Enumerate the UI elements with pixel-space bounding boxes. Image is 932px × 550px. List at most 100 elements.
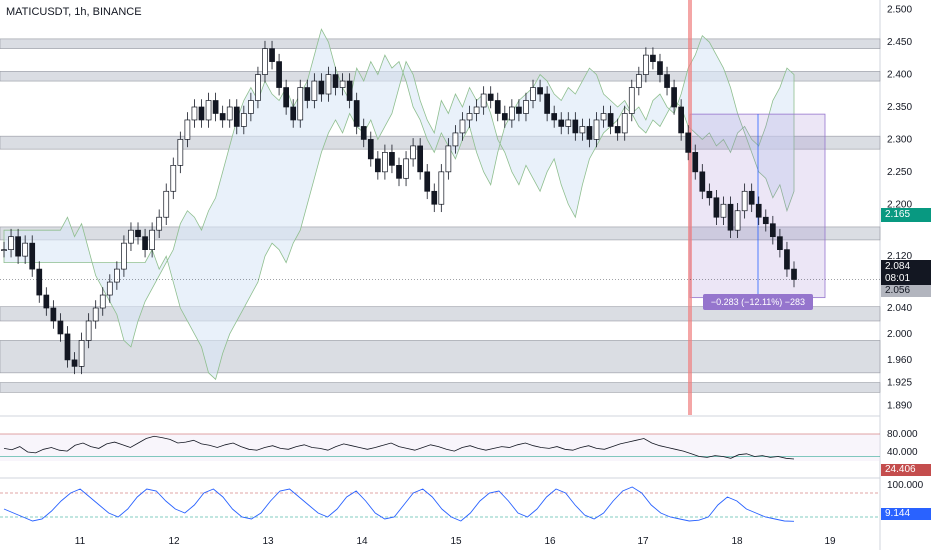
time-tick-label: 15 <box>450 536 462 547</box>
last-price-tag: 2.084 08:01 <box>881 260 931 285</box>
candle-body <box>480 93 487 108</box>
candle-body <box>240 113 247 127</box>
candle-body <box>516 106 522 114</box>
candle-body <box>678 106 684 134</box>
candle-body <box>791 268 797 280</box>
candle-body <box>558 119 565 127</box>
candle-body <box>332 74 339 88</box>
symbol-name: MATICUSDT <box>6 6 69 18</box>
candle-body <box>565 119 572 127</box>
candle-body <box>1 249 7 251</box>
candle-body <box>685 132 692 153</box>
candle-body <box>692 152 699 173</box>
candle-body <box>635 74 642 88</box>
price-tick-label: 2.450 <box>887 37 912 48</box>
candle-body <box>64 333 71 361</box>
candle-body <box>445 145 452 173</box>
candle-body <box>544 93 550 114</box>
time-tick-label: 17 <box>637 536 649 547</box>
time-tick-label: 14 <box>356 536 368 547</box>
candle-body <box>99 294 106 309</box>
candle-body <box>114 268 120 283</box>
candle-body <box>156 216 163 231</box>
symbol-exchange: BINANCE <box>92 6 142 18</box>
candle-body <box>198 106 205 121</box>
candle-body <box>360 126 367 140</box>
price-tick-label: 2.350 <box>887 102 912 113</box>
price-tick-label: 2.120 <box>887 251 912 262</box>
measure-label: −0.283 (−12.11%) −283 <box>703 294 813 310</box>
candle-body <box>501 113 508 121</box>
time-tick-label: 12 <box>168 536 180 547</box>
candle-body <box>311 80 318 101</box>
price-tick-label: 2.040 <box>887 303 912 314</box>
candle-body <box>664 74 670 88</box>
candle-body <box>762 216 769 225</box>
candle-body <box>530 87 536 101</box>
candle-body <box>382 152 388 173</box>
stoch-line <box>3 486 795 522</box>
candle-body <box>177 139 184 166</box>
price-tick-label: 2.200 <box>887 199 912 210</box>
candle-body <box>727 203 734 231</box>
candle-body <box>8 236 14 250</box>
low-price-tag: 2.056 <box>881 285 931 297</box>
symbol-interval: 1h <box>74 6 87 18</box>
candle-body <box>389 152 395 166</box>
candle-body <box>85 320 92 341</box>
candle-body <box>777 236 783 250</box>
bar-countdown: 08:01 <box>885 273 911 284</box>
symbol-header[interactable]: MATICUSDT, 1h, BINANCE <box>6 6 142 18</box>
candle-body <box>262 48 268 75</box>
candle-body <box>650 54 656 62</box>
candle-body <box>170 165 177 192</box>
candle-body <box>628 87 635 114</box>
candle-body <box>657 61 663 75</box>
sr-zone <box>0 71 881 82</box>
candle-body <box>128 229 134 244</box>
candle-body <box>290 106 297 121</box>
candle-body <box>339 80 346 88</box>
candle-body <box>15 236 21 257</box>
price-tick-label: 2.500 <box>887 5 912 16</box>
candle-body <box>509 106 515 121</box>
candle-body <box>374 158 381 173</box>
candle-body <box>713 197 720 218</box>
candle-body <box>191 106 198 121</box>
candle-body <box>219 113 226 121</box>
candle-body <box>706 190 713 199</box>
price-tick-label: 2.250 <box>887 167 912 178</box>
candle-body <box>593 119 600 140</box>
candle-body <box>353 100 360 127</box>
candle-body <box>367 139 374 160</box>
candle-body <box>276 61 282 88</box>
price-tick-label: 2.000 <box>887 329 912 340</box>
candle-body <box>671 87 677 108</box>
candle-body <box>494 100 501 114</box>
candle-body <box>720 203 727 218</box>
candle-body <box>255 74 261 101</box>
price-tick-label: 2.300 <box>887 134 912 145</box>
candle-body <box>699 171 706 192</box>
candle-body <box>269 48 275 62</box>
stoch-value-tag: 9.144 <box>881 508 931 520</box>
candle-body <box>43 294 50 309</box>
vertical-marker <box>688 0 692 415</box>
candle-body <box>78 340 85 367</box>
stoch-tick-label: 100.000 <box>887 480 924 491</box>
candle-body <box>396 165 402 179</box>
rsi-tick-label: 40.000 <box>887 447 918 458</box>
candle-body <box>212 100 219 114</box>
candle-body <box>586 126 593 140</box>
candle-body <box>410 145 416 160</box>
time-tick-label: 18 <box>731 536 743 547</box>
candle-body <box>233 106 240 127</box>
price-tick-label: 1.890 <box>887 400 912 411</box>
candle-body <box>452 132 459 147</box>
candle-body <box>248 100 254 114</box>
candle-body <box>755 203 762 218</box>
candle-body <box>523 100 529 114</box>
time-tick-label: 19 <box>824 536 836 547</box>
candle-body <box>741 190 748 212</box>
